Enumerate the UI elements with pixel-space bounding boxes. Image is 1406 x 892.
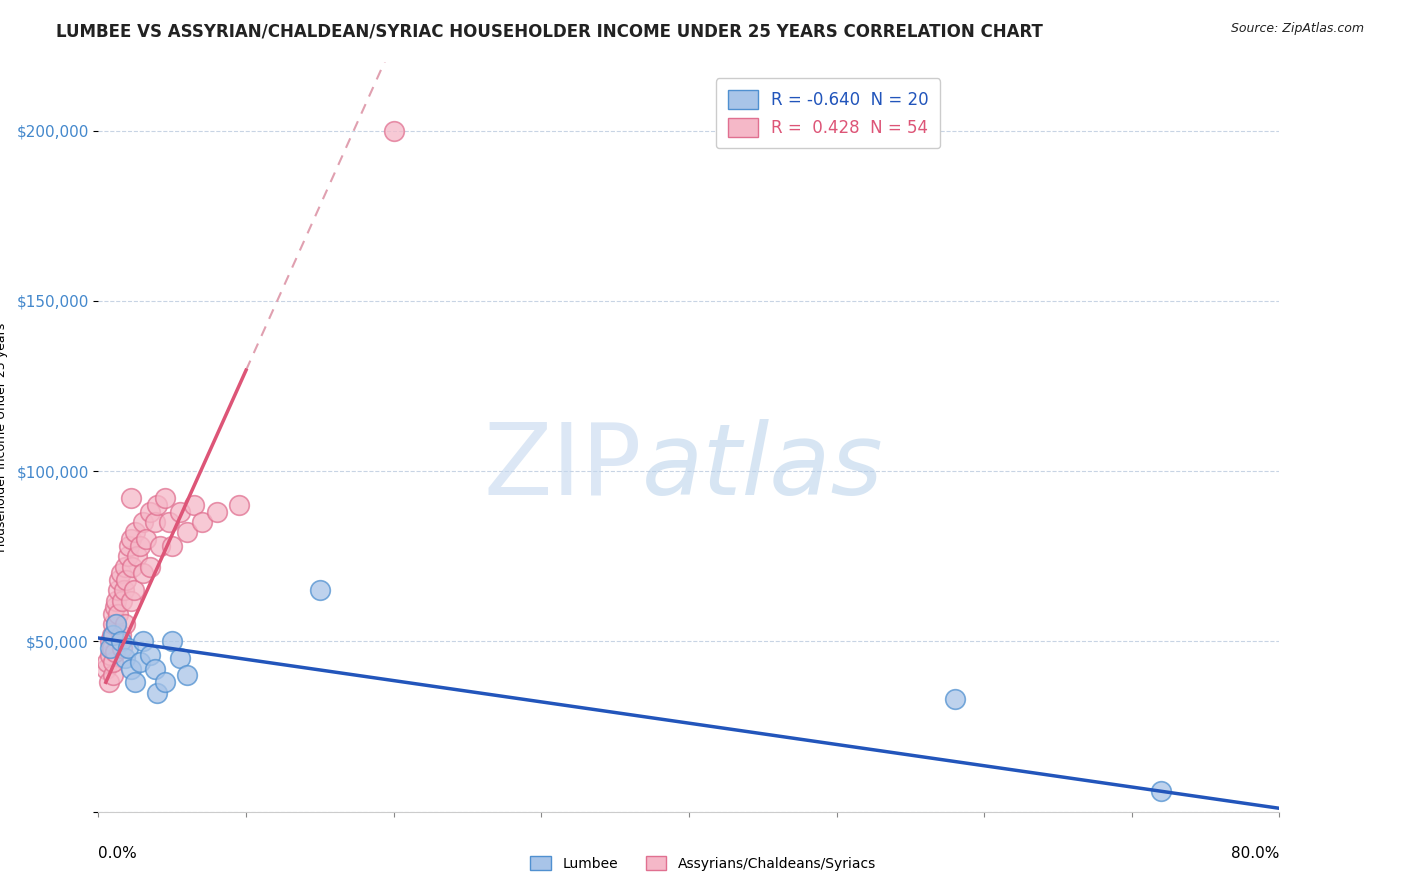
Point <box>157 515 180 529</box>
Point <box>114 617 136 632</box>
Point <box>139 648 162 662</box>
Point <box>107 583 129 598</box>
Point <box>162 634 183 648</box>
Point <box>117 641 139 656</box>
Point <box>162 539 183 553</box>
Point <box>98 641 121 656</box>
Point <box>153 675 176 690</box>
Point <box>115 573 138 587</box>
Point <box>103 607 125 622</box>
Point <box>183 498 205 512</box>
Point <box>176 525 198 540</box>
Point <box>114 559 136 574</box>
Point <box>98 634 121 648</box>
Point <box>139 505 162 519</box>
Point <box>118 539 141 553</box>
Point <box>146 498 169 512</box>
Text: atlas: atlas <box>641 418 883 516</box>
Point <box>191 515 214 529</box>
Point <box>104 645 127 659</box>
Point <box>112 583 135 598</box>
Text: LUMBEE VS ASSYRIAN/CHALDEAN/SYRIAC HOUSEHOLDER INCOME UNDER 25 YEARS CORRELATION: LUMBEE VS ASSYRIAN/CHALDEAN/SYRIAC HOUSE… <box>56 22 1043 40</box>
Point <box>124 525 146 540</box>
Point <box>117 549 139 564</box>
Point <box>120 662 142 676</box>
Text: Source: ZipAtlas.com: Source: ZipAtlas.com <box>1230 22 1364 36</box>
Point <box>114 651 136 665</box>
Point <box>104 600 127 615</box>
Point <box>94 662 117 676</box>
Point <box>132 634 155 648</box>
Point <box>128 655 150 669</box>
Point <box>98 648 121 662</box>
Point <box>143 515 166 529</box>
Point <box>205 505 228 519</box>
Point <box>124 675 146 690</box>
Point <box>107 607 129 622</box>
Point <box>132 515 155 529</box>
Point <box>122 583 145 598</box>
Point <box>110 566 132 581</box>
Point <box>169 651 191 665</box>
Legend: Lumbee, Assyrians/Chaldeans/Syriacs: Lumbee, Assyrians/Chaldeans/Syriacs <box>524 850 882 876</box>
Point <box>153 491 176 506</box>
Point <box>143 662 166 676</box>
Point <box>97 675 120 690</box>
Point <box>149 539 172 553</box>
Point <box>135 533 157 547</box>
Point <box>228 498 250 512</box>
Point <box>1150 784 1173 798</box>
Point <box>121 559 143 574</box>
Point <box>110 634 132 648</box>
Point <box>128 539 150 553</box>
Point <box>120 491 142 506</box>
Point <box>120 533 142 547</box>
Point <box>176 668 198 682</box>
Point <box>125 549 148 564</box>
Point <box>120 593 142 607</box>
Point <box>105 617 128 632</box>
Point <box>111 641 134 656</box>
Point <box>110 627 132 641</box>
Point <box>103 668 125 682</box>
Point <box>96 655 118 669</box>
Point <box>943 692 966 706</box>
Point <box>111 593 134 607</box>
Legend: R = -0.640  N = 20, R =  0.428  N = 54: R = -0.640 N = 20, R = 0.428 N = 54 <box>716 78 941 148</box>
Point <box>108 573 131 587</box>
Point <box>103 617 125 632</box>
Point <box>309 583 332 598</box>
Point <box>105 617 128 632</box>
Text: ZIP: ZIP <box>484 418 641 516</box>
Point <box>139 559 162 574</box>
Point <box>146 685 169 699</box>
Point <box>382 123 405 137</box>
Point <box>105 593 128 607</box>
Text: 80.0%: 80.0% <box>1232 847 1279 862</box>
Point <box>169 505 191 519</box>
Point <box>100 641 122 656</box>
Point <box>103 655 125 669</box>
Point <box>103 627 125 641</box>
Text: 0.0%: 0.0% <box>98 847 138 862</box>
Point <box>100 627 122 641</box>
Y-axis label: Householder Income Under 25 years: Householder Income Under 25 years <box>0 322 8 552</box>
Point <box>132 566 155 581</box>
